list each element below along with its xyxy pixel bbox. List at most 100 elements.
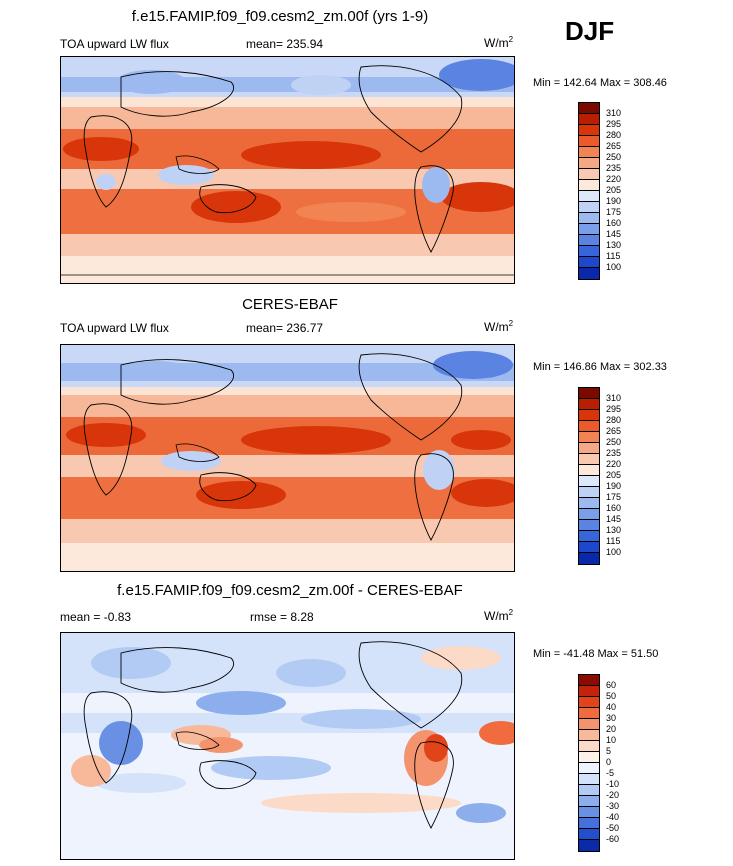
colorbar-label: 250 — [606, 152, 622, 162]
colorbar-swatch — [579, 432, 599, 443]
colorbar-label: 130 — [606, 240, 622, 250]
colorbar-label: 280 — [606, 415, 622, 425]
colorbar-swatch — [579, 686, 599, 697]
colorbar-label: 265 — [606, 141, 622, 151]
colorbar-swatch — [579, 697, 599, 708]
colorbar-label: 100 — [606, 262, 622, 272]
colorbar-swatch — [579, 730, 599, 741]
colorbar-label: 60 — [606, 680, 617, 690]
colorbar-swatch — [579, 796, 599, 807]
colorbar-swatch — [579, 268, 599, 279]
colorbar-swatch — [579, 829, 599, 840]
colorbar-label: 205 — [606, 185, 622, 195]
colorbar-label: 0 — [606, 757, 612, 767]
colorbar-label: -40 — [606, 812, 620, 822]
colorbar-label: 190 — [606, 196, 622, 206]
colorbar-swatch — [579, 840, 599, 851]
panel-1-colorbar — [578, 102, 600, 280]
colorbar-swatch — [579, 774, 599, 785]
colorbar-label: 30 — [606, 713, 617, 723]
colorbar-label: 220 — [606, 174, 622, 184]
colorbar-label: 175 — [606, 492, 622, 502]
panel-1-variable-label: TOA upward LW flux — [60, 37, 169, 51]
colorbar-swatch — [579, 553, 599, 564]
colorbar-label: 115 — [606, 536, 621, 546]
panel-3-mean-label: mean = -0.83 — [60, 610, 132, 624]
colorbar-swatch — [579, 542, 599, 553]
colorbar-label: 220 — [606, 459, 622, 469]
panel-1-mean-label: mean= 235.94 — [246, 37, 324, 51]
colorbar-label: 145 — [606, 514, 622, 524]
panel-3-colorbar — [578, 674, 600, 852]
colorbar-label: -20 — [606, 790, 620, 800]
panel-2-map — [60, 344, 515, 572]
colorbar-label: 295 — [606, 119, 622, 129]
colorbar-swatch — [579, 147, 599, 158]
colorbar-swatch — [579, 421, 599, 432]
panel-3-map — [60, 632, 515, 860]
panel-1-map-canvas — [61, 57, 514, 283]
colorbar-swatch — [579, 224, 599, 235]
colorbar-swatch — [579, 509, 599, 520]
colorbar-label: -60 — [606, 834, 620, 844]
panel-1-map — [60, 56, 515, 284]
colorbar-swatch — [579, 675, 599, 686]
colorbar-swatch — [579, 213, 599, 224]
colorbar-swatch — [579, 818, 599, 829]
colorbar-label: 10 — [606, 735, 617, 745]
colorbar-swatch — [579, 235, 599, 246]
colorbar-swatch — [579, 465, 599, 476]
colorbar-swatch — [579, 763, 599, 774]
panel-2-variable-label: TOA upward LW flux — [60, 321, 169, 335]
colorbar-swatch — [579, 125, 599, 136]
colorbar-swatch — [579, 169, 599, 180]
season-label: DJF — [565, 16, 615, 46]
colorbar-label: 190 — [606, 481, 622, 491]
panel-2-minmax: Min = 146.86 Max = 302.33 — [533, 361, 667, 373]
colorbar-label: 235 — [606, 448, 622, 458]
colorbar-swatch — [579, 443, 599, 454]
colorbar-swatch — [579, 202, 599, 213]
colorbar-swatch — [579, 807, 599, 818]
colorbar-label: 5 — [606, 746, 612, 756]
panel-3-title: f.e15.FAMIP.f09_f09.cesm2_zm.00f - CERES… — [117, 582, 463, 599]
colorbar-swatch — [579, 114, 599, 125]
colorbar-label: 310 — [606, 108, 622, 118]
panel-3-rmse-label: rmse = 8.28 — [250, 610, 314, 624]
colorbar-swatch — [579, 158, 599, 169]
panel-2-map-canvas — [61, 345, 514, 571]
colorbar-swatch — [579, 476, 599, 487]
colorbar-label: -30 — [606, 801, 620, 811]
colorbar-swatch — [579, 520, 599, 531]
colorbar-label: 280 — [606, 130, 622, 140]
colorbar-label: 295 — [606, 404, 622, 414]
colorbar-swatch — [579, 410, 599, 421]
colorbar-label: 115 — [606, 251, 621, 261]
colorbar-label: 20 — [606, 724, 617, 734]
colorbar-label: 100 — [606, 547, 622, 557]
colorbar-label: 40 — [606, 702, 617, 712]
panel-2-mean-label: mean= 236.77 — [246, 321, 324, 335]
colorbar-swatch — [579, 103, 599, 114]
panel-3-units: W/m2 — [484, 608, 514, 623]
colorbar-swatch — [579, 454, 599, 465]
colorbar-label: -50 — [606, 823, 620, 833]
colorbar-swatch — [579, 741, 599, 752]
panel-1-minmax: Min = 142.64 Max = 308.46 — [533, 77, 667, 89]
colorbar-swatch — [579, 719, 599, 730]
panel-1-title: f.e15.FAMIP.f09_f09.cesm2_zm.00f (yrs 1-… — [131, 8, 429, 25]
colorbar-swatch — [579, 708, 599, 719]
colorbar-label: 175 — [606, 207, 622, 217]
colorbar-label: 50 — [606, 691, 617, 701]
colorbar-swatch — [579, 487, 599, 498]
colorbar-swatch — [579, 180, 599, 191]
colorbar-swatch — [579, 752, 599, 763]
panel-2-units: W/m2 — [484, 319, 514, 334]
colorbar-swatch — [579, 498, 599, 509]
colorbar-swatch — [579, 531, 599, 542]
colorbar-label: 145 — [606, 229, 622, 239]
colorbar-label: 160 — [606, 218, 622, 228]
colorbar-swatch — [579, 191, 599, 202]
colorbar-label: 235 — [606, 163, 622, 173]
colorbar-swatch — [579, 257, 599, 268]
